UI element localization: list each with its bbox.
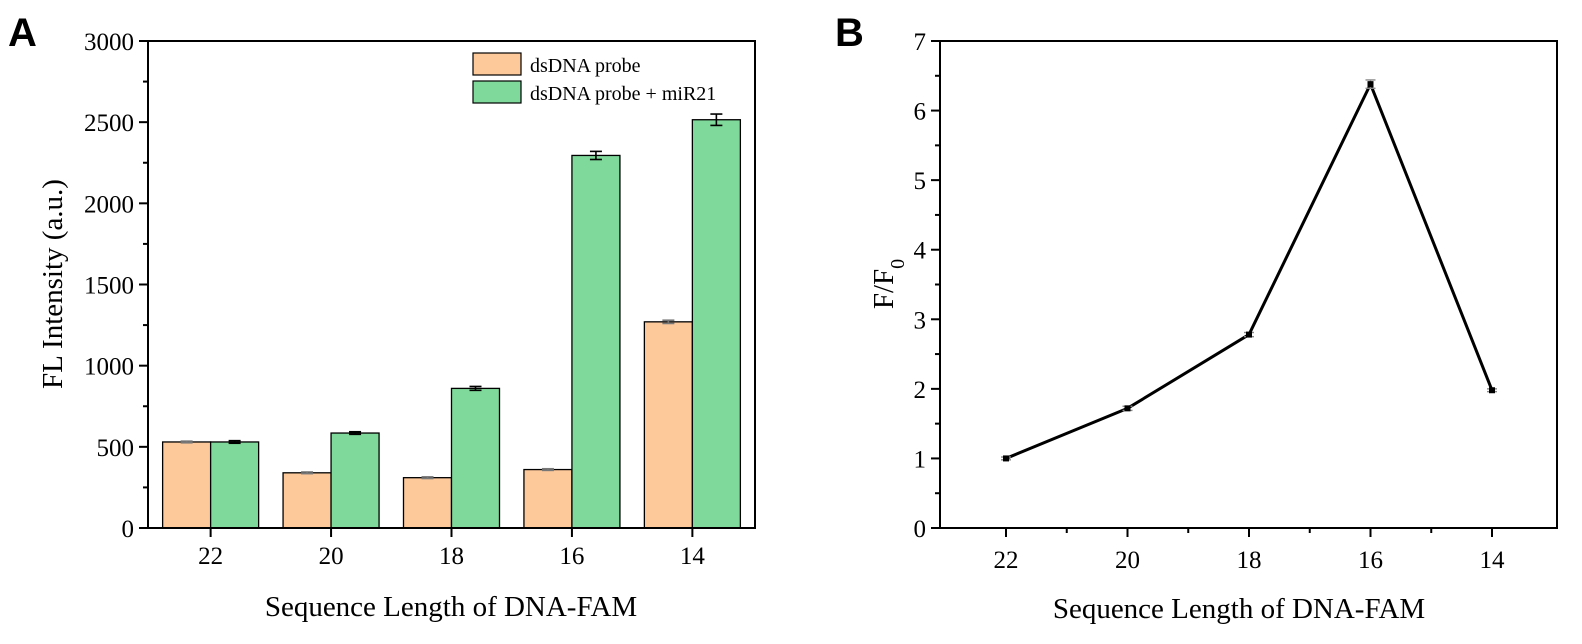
panel-b-x-axis: 22 20 18 16 14: [994, 528, 1506, 574]
error-bar-dsdna-probe-mir21-22: [228, 439, 241, 445]
x-tick-label: 18: [439, 543, 464, 570]
y-tick-label: 2000: [84, 191, 134, 218]
y-tick-label: 3000: [84, 29, 134, 56]
bar-dsdna-probe-mir21-22: [209, 441, 260, 529]
panel-b-letter: B: [835, 11, 864, 55]
error-bar-dsdna-probe-mir21-18: [469, 385, 482, 392]
legend-label-dsdna-probe-mir21: dsDNA probe + miR21: [530, 83, 716, 105]
x-tick-label: 14: [680, 543, 706, 570]
data-point-22: [1003, 455, 1009, 462]
bar-dsdna-probe-mir21-14: [691, 119, 742, 529]
error-bar-dsdna-probe-22: [180, 440, 193, 444]
data-point-18: [1246, 331, 1252, 338]
x-tick-label: 22: [198, 543, 223, 570]
panel-b-y-axis-label-subscript: 0: [887, 259, 909, 269]
panel-b-x-axis-label: Sequence Length of DNA-FAM: [1053, 593, 1425, 625]
panel-b-y-axis: 0 1 2 3 4 5 6 7: [914, 29, 940, 543]
y-tick-label: 0: [122, 516, 135, 543]
y-tick-label: 0: [914, 516, 927, 543]
panel-a-x-axis-label: Sequence Length of DNA-FAM: [265, 591, 637, 623]
panel-a-y-axis: 0 500 1000 1500 2000 2500 3000: [84, 29, 148, 543]
x-tick-label: 14: [1480, 547, 1506, 574]
y-tick-label: 6: [914, 99, 927, 126]
legend-label-dsdna-probe: dsDNA probe: [530, 55, 641, 77]
series-line: [1005, 82, 1494, 460]
x-tick-label: 16: [1358, 547, 1383, 574]
data-point-14: [1489, 387, 1495, 394]
panel-a-y-axis-label: FL Intensity (a.u.): [37, 179, 69, 389]
x-tick-label: 20: [1115, 547, 1140, 574]
error-bar-dsdna-probe-mir21-14: [710, 113, 723, 127]
panel-b-y-axis-label-main: F/F: [868, 269, 900, 309]
data-point-16: [1367, 81, 1374, 88]
bar-dsdna-probe-14: [643, 321, 694, 529]
panel-b-y-axis-label: F/F0: [868, 259, 909, 309]
y-tick-label: 1500: [84, 273, 134, 300]
bar-dsdna-probe-18: [402, 477, 453, 529]
bar-dsdna-probe-mir21-20: [330, 432, 380, 529]
bar-dsdna-probe-20: [282, 472, 332, 529]
panel-a-legend: dsDNA probe dsDNA probe + miR21: [472, 52, 716, 105]
y-tick-label: 7: [914, 29, 927, 56]
data-point-20: [1124, 405, 1131, 412]
legend-swatch-dsdna-probe: [472, 52, 522, 76]
y-tick-label: 1000: [84, 354, 134, 381]
legend-swatch-dsdna-probe-mir21: [472, 80, 522, 104]
panel-a: A 0 500 1000 1500 2000 2500 3000 22 20 18 16 14 FL…: [8, 11, 756, 623]
bar-dsdna-probe-22: [161, 441, 212, 529]
panel-b-plot-frame: [939, 40, 1558, 529]
error-bar-dsdna-probe-20: [301, 471, 314, 475]
error-bar-dsdna-probe-14: [662, 319, 675, 325]
y-tick-label: 2500: [84, 110, 134, 137]
x-tick-label: 16: [559, 543, 584, 570]
y-tick-label: 500: [97, 435, 135, 462]
x-tick-label: 22: [994, 547, 1019, 574]
y-tick-label: 3: [914, 307, 927, 334]
panel-a-bars: [161, 119, 742, 529]
x-tick-label: 20: [319, 543, 344, 570]
y-tick-label: 5: [914, 168, 927, 195]
error-bar-dsdna-probe-16: [541, 467, 554, 472]
error-bar-dsdna-probe-18: [421, 476, 434, 480]
bar-dsdna-probe-mir21-16: [571, 154, 621, 529]
panel-a-error-bars: [180, 113, 723, 480]
panel-a-letter: A: [8, 11, 37, 55]
y-tick-label: 1: [914, 446, 927, 473]
error-bar-dsdna-probe-mir21-20: [349, 430, 362, 436]
panel-a-x-axis: 22 20 18 16 14: [198, 528, 705, 570]
x-tick-label: 18: [1237, 547, 1262, 574]
error-bar-dsdna-probe-mir21-16: [589, 150, 602, 161]
bar-dsdna-probe-16: [523, 468, 573, 529]
panel-b-series: [1001, 79, 1497, 462]
bar-dsdna-probe-mir21-18: [450, 387, 501, 529]
y-tick-label: 2: [914, 377, 927, 404]
y-tick-label: 4: [914, 238, 927, 265]
